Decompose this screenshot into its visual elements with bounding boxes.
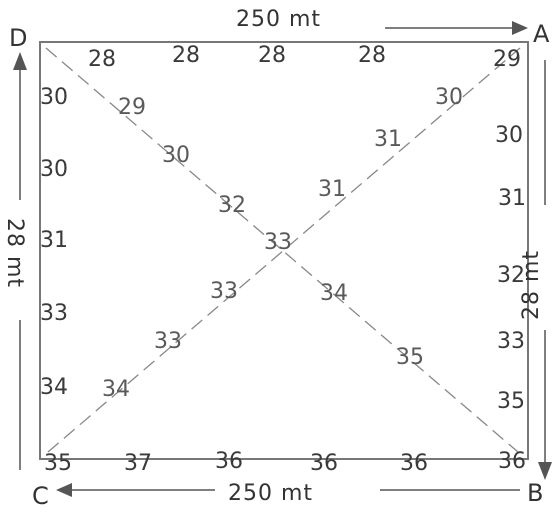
arrow-left-icon [56,483,72,497]
plot-boundary [39,41,529,460]
diagonal-ca-value: 31 [374,127,402,152]
right-dimension-label: 28 mt [519,250,544,320]
diagonal-db-value: 34 [320,281,348,306]
diagonal-ca-value: 33 [210,279,238,304]
right-edge-value: 35 [497,389,525,414]
bottom-edge-value: 36 [215,449,243,474]
top-dimension-label: 250 mt [236,7,321,32]
right-edge-value: 30 [495,123,523,148]
bottom-edge-value: 36 [400,451,428,476]
top-edge-value: 28 [88,47,116,72]
diagonal-ca-value: 30 [435,85,463,110]
left-dimension-label: 28 mt [2,218,27,288]
corner-label-c: C [32,482,49,510]
bottom-edge-value: 35 [44,451,72,476]
bottom-dimension-label: 250 mt [228,481,313,506]
corner-label-b: B [527,479,543,507]
corner-label-a: A [533,20,550,48]
top-edge-value: 29 [493,47,521,72]
arrow-down-icon [538,462,552,480]
left-edge-value: 34 [40,375,68,400]
right-edge-value: 31 [498,186,526,211]
diagonal-db-value: 35 [396,345,424,370]
left-edge-value: 30 [40,85,68,110]
diagonal-db-value: 30 [162,143,190,168]
top-edge-value: 28 [258,43,286,68]
left-edge-value: 33 [40,301,68,326]
diagonal-db-value: 33 [264,230,292,255]
diagonal-ca-value: 34 [102,377,130,402]
diagonal-ca-value: 31 [318,177,346,202]
diagonal-d-b [45,47,519,453]
bottom-edge-value: 36 [498,449,526,474]
right-edge-value: 33 [497,329,525,354]
arrow-right-icon [512,21,528,35]
corner-label-d: D [9,24,27,52]
left-edge-value: 31 [40,228,68,253]
diagonal-c-a [47,47,521,453]
arrow-up-icon [13,52,27,70]
right-edge-value: 32 [497,263,525,288]
bottom-edge-value: 36 [310,451,338,476]
top-edge-value: 28 [172,43,200,68]
diagonal-db-value: 29 [118,95,146,120]
bottom-edge-value: 37 [124,451,152,476]
diagonal-ca-value: 33 [154,329,182,354]
top-edge-value: 28 [358,43,386,68]
left-edge-value: 30 [40,157,68,182]
diagonal-db-value: 32 [218,193,246,218]
